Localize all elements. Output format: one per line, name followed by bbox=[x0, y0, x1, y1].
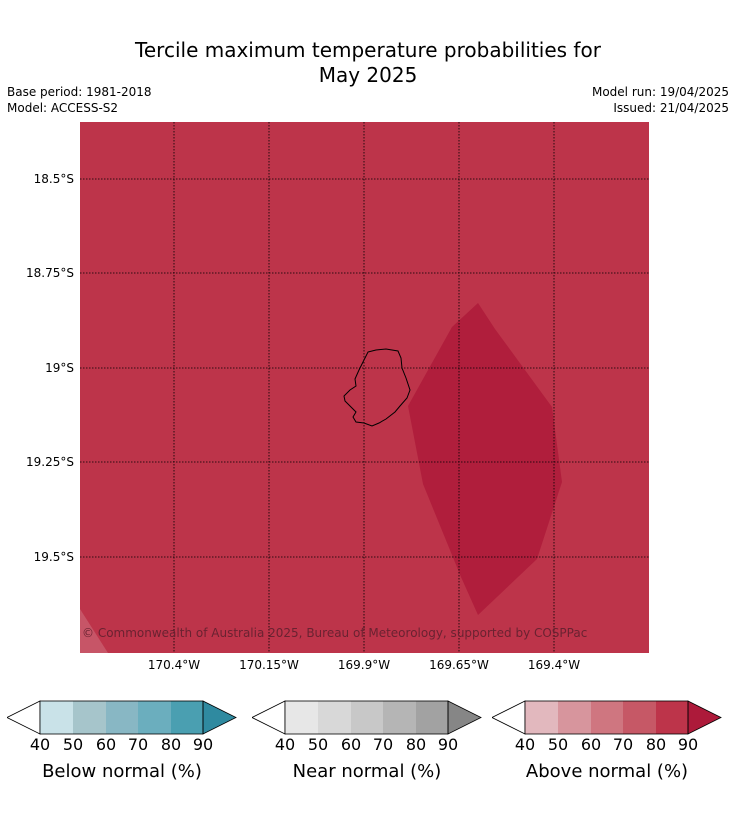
below-colorbar-max-arrow bbox=[203, 701, 236, 734]
map-panel[interactable] bbox=[80, 122, 649, 653]
below-tick: 60 bbox=[95, 735, 117, 754]
above-tick: 60 bbox=[580, 735, 602, 754]
below-tick: 40 bbox=[29, 735, 51, 754]
model-run: Model run: 19/04/2025 bbox=[591, 85, 729, 99]
below-colorbar-segment bbox=[171, 701, 203, 734]
lat-label-19: 19°S bbox=[45, 361, 74, 375]
below-tick: 70 bbox=[127, 735, 149, 754]
near-colorbar-segment bbox=[285, 701, 318, 734]
near-tick: 80 bbox=[405, 735, 427, 754]
above-normal-colorbar-graphic bbox=[492, 700, 722, 735]
island-coastline bbox=[343, 348, 411, 427]
graticule bbox=[80, 122, 649, 653]
below-tick: 90 bbox=[192, 735, 214, 754]
near-colorbar-segment bbox=[383, 701, 416, 734]
near-normal-title: Near normal (%) bbox=[292, 761, 442, 782]
above-colorbar-arrow-outline bbox=[687, 700, 722, 735]
below-tick: 50 bbox=[62, 735, 84, 754]
metadata-right: Model run: 19/04/2025 Issued: 21/04/2025 bbox=[592, 84, 729, 116]
above-normal-70-region bbox=[80, 609, 108, 653]
copyright-notice: © Commonwealth of Australia 2025, Bureau… bbox=[82, 626, 588, 640]
above-colorbar-segment bbox=[558, 701, 591, 734]
title-line-2: May 2025 bbox=[318, 63, 418, 87]
lat-label-18-75: 18.75°S bbox=[26, 266, 74, 280]
above-tick: 80 bbox=[645, 735, 667, 754]
map-title: Tercile maximum temperature probabilitie… bbox=[0, 38, 736, 88]
near-normal-colorbar bbox=[252, 698, 482, 736]
metadata-left: Base period: 1981-2018 Model: ACCESS-S2 bbox=[7, 84, 152, 116]
above-colorbar-max-arrow bbox=[688, 701, 721, 734]
map-canvas bbox=[80, 122, 649, 653]
lat-label-19-25: 19.25°S bbox=[26, 455, 74, 469]
lon-label-169-65: 169.65°W bbox=[429, 658, 489, 672]
above-normal-90-region bbox=[408, 303, 562, 615]
near-colorbar-min-arrow bbox=[252, 700, 286, 735]
lat-label-19-5: 19.5°S bbox=[33, 550, 74, 564]
near-tick: 60 bbox=[340, 735, 362, 754]
near-normal-colorbar-graphic bbox=[252, 700, 482, 735]
near-tick: 70 bbox=[372, 735, 394, 754]
lon-label-169-9: 169.9°W bbox=[337, 658, 391, 672]
lon-label-170-4: 170.4°W bbox=[147, 658, 201, 672]
below-colorbar-arrow-outline bbox=[202, 700, 237, 735]
near-tick: 90 bbox=[437, 735, 459, 754]
above-colorbar-segment bbox=[656, 701, 688, 734]
above-colorbar-segment bbox=[591, 701, 623, 734]
near-colorbar-max-arrow bbox=[448, 701, 481, 734]
above-tick: 50 bbox=[547, 735, 569, 754]
above-colorbar-min-arrow bbox=[492, 700, 526, 735]
model-name: Model: ACCESS-S2 bbox=[7, 101, 119, 115]
near-colorbar-segment bbox=[416, 701, 448, 734]
above-normal-colorbar bbox=[492, 698, 722, 736]
above-tick: 40 bbox=[514, 735, 536, 754]
above-normal-title: Above normal (%) bbox=[525, 761, 689, 782]
base-period: Base period: 1981-2018 bbox=[7, 85, 152, 99]
above-tick: 70 bbox=[612, 735, 634, 754]
lat-label-18-5: 18.5°S bbox=[33, 172, 74, 186]
near-colorbar-segment bbox=[318, 701, 351, 734]
lon-label-169-4: 169.4°W bbox=[527, 658, 581, 672]
lon-label-170-15: 170.15°W bbox=[239, 658, 299, 672]
near-colorbar-arrow-outline bbox=[447, 700, 482, 735]
below-colorbar-segment bbox=[106, 701, 138, 734]
below-colorbar-segment bbox=[40, 701, 73, 734]
below-tick: 80 bbox=[160, 735, 182, 754]
near-colorbar-segment bbox=[351, 701, 383, 734]
above-colorbar-segment bbox=[525, 701, 558, 734]
above-normal-80-region bbox=[80, 122, 649, 653]
issued-date: Issued: 21/04/2025 bbox=[613, 101, 729, 115]
above-colorbar-segment bbox=[623, 701, 656, 734]
below-colorbar-segment bbox=[138, 701, 171, 734]
below-colorbar-segment bbox=[73, 701, 106, 734]
below-normal-colorbar bbox=[7, 698, 237, 736]
below-normal-title: Below normal (%) bbox=[42, 761, 202, 782]
near-tick: 50 bbox=[307, 735, 329, 754]
below-colorbar-min-arrow bbox=[7, 700, 41, 735]
below-normal-colorbar-graphic bbox=[7, 700, 237, 735]
above-tick: 90 bbox=[677, 735, 699, 754]
near-tick: 40 bbox=[274, 735, 296, 754]
title-line-1: Tercile maximum temperature probabilitie… bbox=[135, 38, 601, 62]
